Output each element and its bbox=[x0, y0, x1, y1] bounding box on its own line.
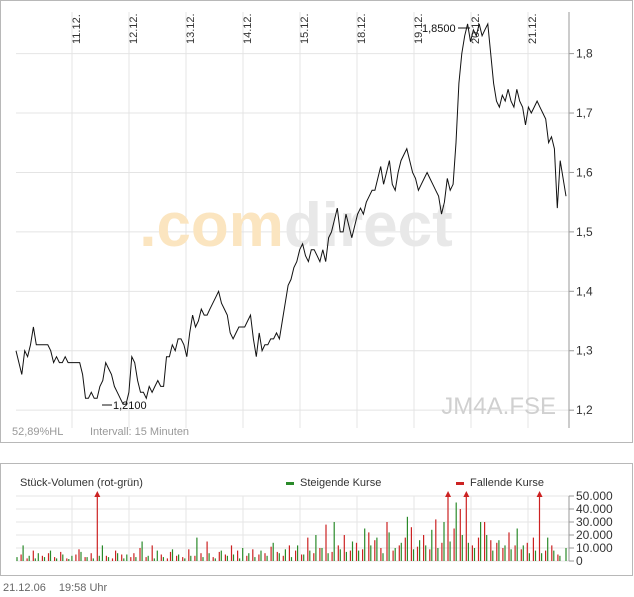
interval-label: Intervall: 15 Minuten bbox=[90, 426, 189, 438]
price-y-tick-label: 1,7 bbox=[576, 106, 593, 120]
price-y-tick-label: 1,2 bbox=[576, 403, 593, 417]
legend-up-label: Steigende Kurse bbox=[300, 477, 381, 489]
volume-overflow-arrow bbox=[445, 491, 452, 497]
price-panel-frame bbox=[0, 0, 633, 443]
volume-grid bbox=[16, 495, 569, 562]
volume-y-tick-label: 0 bbox=[576, 554, 583, 568]
price-y-tick-label: 1,5 bbox=[576, 225, 593, 239]
footer-time: 19:58 Uhr bbox=[58, 582, 108, 594]
volume-title: Stück-Volumen (rot-grün) bbox=[20, 477, 143, 489]
legend-down-swatch bbox=[456, 482, 464, 485]
y-axis-ticks: 1,2 1,3 1,4 1,5 1,6 1,7 1,8 bbox=[568, 12, 593, 428]
price-y-tick-label: 1,4 bbox=[576, 284, 593, 298]
x-tick-label: 19.12. bbox=[413, 13, 425, 44]
watermark-logo: .comdirect bbox=[139, 191, 453, 260]
low-annotation-label: 1,2100 bbox=[113, 400, 147, 412]
legend-down-label: Fallende Kurse bbox=[470, 477, 544, 489]
x-tick-label: 13.12. bbox=[185, 13, 197, 44]
price-y-tick-label: 1,3 bbox=[576, 344, 593, 358]
x-tick-label: 20.12. bbox=[470, 13, 482, 44]
volume-y-tick-label: 40.000 bbox=[576, 502, 613, 516]
volume-overflow-arrow bbox=[536, 491, 543, 497]
legend-up-swatch bbox=[286, 482, 294, 485]
volume-bars bbox=[16, 491, 567, 561]
high-annotation-label: 1,8500 bbox=[422, 23, 456, 35]
footer-date: 21.12.06 bbox=[3, 582, 46, 594]
x-tick-label: 12.12. bbox=[128, 13, 140, 44]
x-tick-label: 15.12. bbox=[299, 13, 311, 44]
price-grid bbox=[16, 12, 569, 428]
symbol-label: JM4A.FSE bbox=[441, 393, 556, 420]
volume-y-tick-label: 20.000 bbox=[576, 528, 613, 542]
footer: 21.12.06 19:58 Uhr bbox=[3, 582, 117, 594]
x-tick-label: 11.12. bbox=[71, 14, 83, 44]
volume-y-tick-label: 50.000 bbox=[576, 489, 613, 503]
x-axis-ticks: 11.12. 12.12. 13.12. 14.12. 15.12. 18.12. 19.1… bbox=[71, 13, 539, 44]
volume-overflow-arrow bbox=[463, 491, 470, 497]
x-tick-label: 14.12. bbox=[242, 13, 254, 44]
price-y-tick-label: 1,6 bbox=[576, 165, 593, 179]
volume-y-tick-label: 30.000 bbox=[576, 515, 613, 529]
price-series-line bbox=[15, 22, 567, 405]
range-label: 52,89%HL bbox=[12, 426, 63, 438]
x-tick-label: 18.12. bbox=[356, 13, 368, 44]
volume-overflow-arrow bbox=[94, 491, 101, 497]
price-y-tick-label: 1,8 bbox=[576, 47, 593, 61]
volume-y-tick-label: 10.000 bbox=[576, 541, 613, 555]
x-tick-label: 21.12. bbox=[527, 13, 539, 44]
